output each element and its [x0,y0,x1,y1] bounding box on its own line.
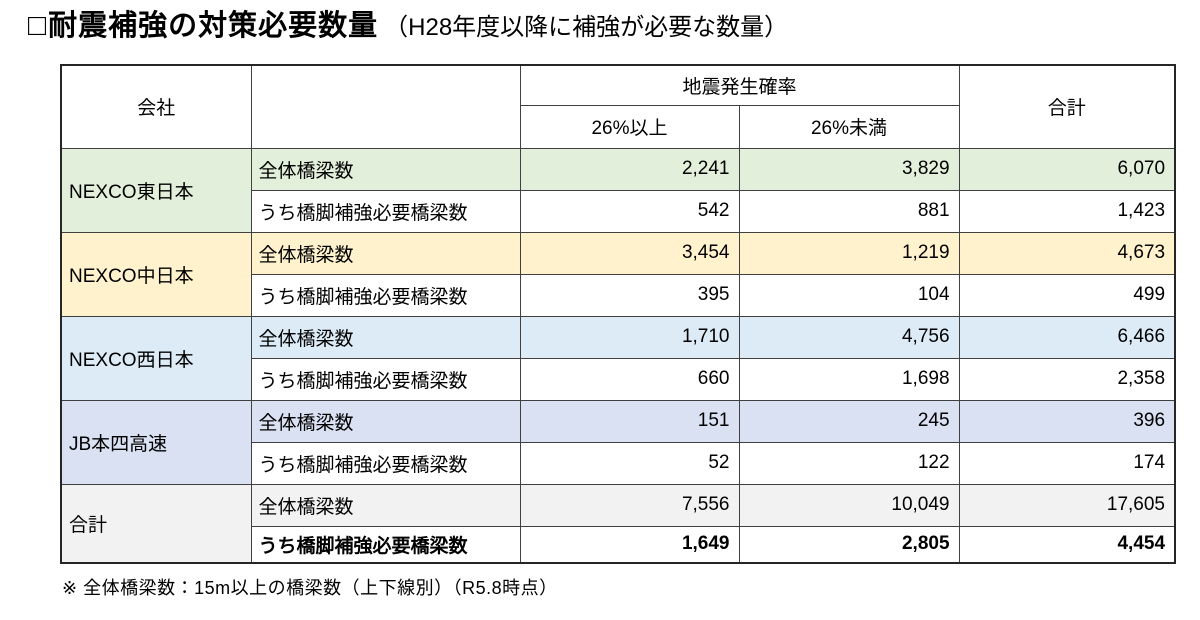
value-26minus: 10,049 [738,483,960,527]
value-26minus: 2,805 [738,525,960,564]
page-title-subtitle: （H28年度以降に補強が必要な数量） [384,14,789,41]
value-total: 2,358 [958,357,1176,401]
row-label: 全体橋梁数 [250,399,521,443]
value-26plus: 7,556 [519,483,740,527]
table-row-east-total-bridges: NEXCO東日本 全体橋梁数 2,241 3,829 6,070 [60,147,1176,233]
value-26plus: 3,454 [519,231,740,275]
company-cell-nexco-central: NEXCO中日本 [60,231,252,317]
table-row-central-total-bridges: NEXCO中日本 全体橋梁数 3,454 1,219 4,673 [60,231,1176,317]
table-row-west-pier-needed: うち橋脚補強必要橋梁数 660 1,698 2,358 [61,357,1176,401]
company-cell-nexco-east: NEXCO東日本 [60,147,252,233]
row-label: 全体橋梁数 [250,315,521,359]
header-row-sub: 26%以上 26%未満 [61,104,1175,149]
value-26minus: 3,829 [738,147,960,191]
value-26minus: 4,756 [738,315,960,359]
table-row-central-pier-needed: うち橋脚補強必要橋梁数 395 104 499 [61,273,1176,317]
company-cell-grand-total: 合計 [60,483,252,564]
value-26plus: 52 [519,441,740,485]
table-row-west-total-bridges: NEXCO西日本 全体橋梁数 1,710 4,756 6,466 [60,315,1176,401]
value-total: 6,466 [958,315,1176,359]
row-label: 全体橋梁数 [250,147,521,191]
value-total: 4,454 [958,525,1176,564]
row-label: うち橋脚補強必要橋梁数 [250,273,521,317]
value-26plus: 2,241 [519,147,740,191]
row-label: 全体橋梁数 [250,483,521,527]
value-26minus: 245 [738,399,960,443]
row-label: うち橋脚補強必要橋梁数 [250,525,521,564]
value-26minus: 104 [738,273,960,317]
value-26minus: 881 [738,189,960,233]
row-label: うち橋脚補強必要橋梁数 [250,189,521,233]
table-row-jb-total-bridges: JB本四高速 全体橋梁数 151 245 396 [60,399,1176,485]
row-label: うち橋脚補強必要橋梁数 [250,357,521,401]
value-26plus: 151 [519,399,740,443]
value-total: 17,605 [958,483,1176,527]
header-earthquake-probability: 地震発生確率 [519,64,960,106]
value-total: 1,423 [958,189,1176,233]
row-label: うち橋脚補強必要橋梁数 [250,441,521,485]
page-title: □ 耐震補強の対策必要数量 （H28年度以降に補強が必要な数量） [28,8,788,44]
value-26plus: 395 [519,273,740,317]
company-cell-nexco-west: NEXCO西日本 [60,315,252,401]
table-row-east-pier-needed: うち橋脚補強必要橋梁数 542 881 1,423 [61,189,1176,233]
value-26minus: 1,219 [738,231,960,275]
value-total: 396 [958,399,1176,443]
value-26plus: 542 [519,189,740,233]
table-row-jb-pier-needed: うち橋脚補強必要橋梁数 52 122 174 [61,441,1176,485]
page-title-text: 耐震補強の対策必要数量 [48,10,379,42]
header-prob-under-26: 26%未満 [738,104,960,149]
table-row-grand-total-pier-needed: うち橋脚補強必要橋梁数 1,649 2,805 4,454 [61,525,1176,564]
value-26plus: 1,649 [519,525,740,564]
value-26minus: 122 [738,441,960,485]
value-total: 4,673 [958,231,1176,275]
table-row-grand-total-bridges: 合計 全体橋梁数 7,556 10,049 17,605 [60,483,1176,564]
header-prob-26-or-more: 26%以上 [519,104,740,149]
value-total: 174 [958,441,1176,485]
company-cell-jb-honshi: JB本四高速 [60,399,252,485]
header-total: 合計 [958,64,1176,149]
value-26plus: 660 [519,357,740,401]
value-26plus: 1,710 [519,315,740,359]
header-row-top: 会社 地震発生確率 合計 [60,64,1176,149]
value-26minus: 1,698 [738,357,960,401]
footnote: ※ 全体橋梁数：15m以上の橋梁数（上下線別）（R5.8時点） [62,578,558,598]
value-total: 499 [958,273,1176,317]
header-row-label-blank [250,64,521,149]
header-company: 会社 [60,64,252,149]
reinforcement-quantity-table: 会社 地震発生確率 合計 26%以上 26%未満 NEXCO東日本 全体橋梁数 … [60,64,1177,564]
square-bullet-icon: □ [28,9,47,42]
value-total: 6,070 [958,147,1176,191]
row-label: 全体橋梁数 [250,231,521,275]
